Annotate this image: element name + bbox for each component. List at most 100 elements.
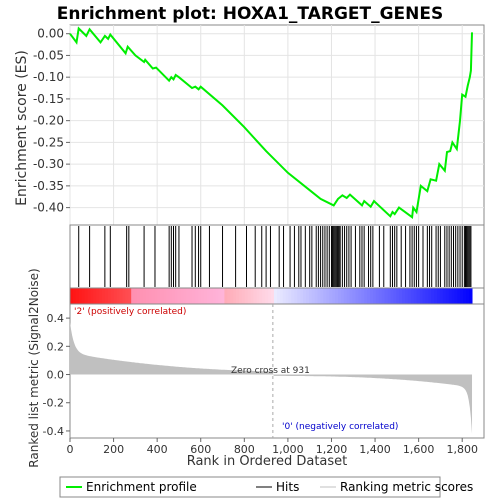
color-bar-segment (370, 288, 374, 304)
metric-y-tick-label: 0.4 (47, 312, 65, 325)
color-bar-segment (355, 288, 359, 304)
color-bar-segment (192, 288, 196, 304)
color-bar-segment (241, 288, 246, 304)
legend-frame (59, 476, 441, 498)
color-bar-segment (343, 288, 348, 304)
color-bar-segment (189, 288, 193, 304)
color-bar-segment (75, 288, 80, 304)
metric-y-tick-label: -0.2 (43, 397, 64, 410)
color-bar-segment (113, 288, 118, 304)
color-bar-segment (364, 288, 368, 304)
ranking-color-bar (70, 288, 473, 304)
color-bar-segment (294, 288, 298, 304)
x-tick-label: 600 (190, 443, 211, 456)
enrichment-profile-line (69, 26, 473, 220)
color-bar-segment (416, 288, 421, 304)
color-bar-segment (186, 288, 190, 304)
es-y-tick-label: -0.15 (33, 92, 64, 106)
color-bar-segment (320, 288, 324, 304)
color-bar-segment (405, 288, 409, 304)
color-bar-segment (367, 288, 371, 304)
color-bar-segment (437, 288, 441, 304)
color-bar-segment (125, 288, 129, 304)
es-y-tick-label: -0.10 (33, 70, 64, 84)
color-bar-segment (90, 288, 94, 304)
color-bar-segment (93, 288, 97, 304)
color-bar-segment (419, 288, 423, 304)
es-y-tick-label: -0.35 (33, 179, 64, 193)
color-bar-segment (221, 288, 225, 304)
color-bar-segment (460, 288, 464, 304)
color-bar-segment (102, 288, 106, 304)
color-bar-segment (96, 288, 100, 304)
color-bar-segment (454, 288, 458, 304)
color-bar-segment (128, 288, 132, 304)
es-y-axis-label: Enrichment score (ES) (14, 50, 30, 206)
rank-x-tick-labels: 0 200 400 600 800 1,000 1,200 1,400 1,600 1,800 (67, 438, 478, 456)
color-bar-segment (244, 288, 249, 304)
color-bar-segment (329, 288, 333, 304)
color-bar-segment (177, 288, 182, 304)
color-bar-segment (285, 288, 289, 304)
color-bar-segment (448, 288, 453, 304)
color-bar-segment (387, 288, 391, 304)
metric-y-axis-label: Ranked list metric (Signal2Noise) (27, 268, 41, 467)
color-bar-segment (271, 288, 275, 304)
color-bar-segment (428, 288, 432, 304)
color-bar-segment (137, 288, 141, 304)
color-bar-segment (279, 288, 284, 304)
color-bar-segment (209, 288, 214, 304)
color-bar-segment (445, 288, 450, 304)
color-bar-segment (335, 288, 339, 304)
color-bar-segment (206, 288, 211, 304)
color-bar-segment (233, 288, 237, 304)
color-bar-segment (250, 288, 255, 304)
color-bar-segment (413, 288, 418, 304)
color-bar-segment (469, 288, 473, 304)
color-bar-segment (169, 288, 173, 304)
x-tick-label: 1,000 (272, 443, 304, 456)
x-tick-label: 1,200 (316, 443, 348, 456)
color-bar-segment (180, 288, 185, 304)
x-tick-label: 1,800 (446, 443, 478, 456)
color-bar-segment (131, 288, 135, 304)
color-bar-segment (317, 288, 322, 304)
color-bar-segment (227, 288, 231, 304)
color-bar-segment (119, 288, 123, 304)
color-bar-segment (311, 288, 316, 304)
es-y-tick-labels: 0.00 -0.05 -0.10 -0.15 -0.20 -0.25 -0.30 -0.35 -… (33, 27, 70, 215)
color-bar-segment (442, 288, 447, 304)
color-bar-segment (349, 288, 354, 304)
color-bar-segment (198, 288, 202, 304)
x-tick-label: 400 (147, 443, 168, 456)
color-bar-segment (110, 288, 115, 304)
color-bar-segment (268, 288, 272, 304)
color-bar-segment (288, 288, 292, 304)
color-bar-segment (215, 288, 220, 304)
color-bar-segment (116, 288, 121, 304)
color-bar-segment (303, 288, 307, 304)
chart-title: Enrichment plot: HOXA1_TARGET_GENES (57, 4, 444, 24)
color-bar-segment (201, 288, 205, 304)
color-bar-segment (396, 288, 400, 304)
color-bar-segment (434, 288, 438, 304)
color-bar-segment (384, 288, 389, 304)
color-bar-segment (104, 288, 109, 304)
color-bar-segment (332, 288, 336, 304)
color-bar-segment (422, 288, 426, 304)
es-y-tick-label: -0.30 (33, 157, 64, 171)
color-bar-segment (195, 288, 199, 304)
color-bar-segment (230, 288, 234, 304)
color-bar-segment (361, 288, 365, 304)
color-bar-segment (236, 288, 240, 304)
color-bar-segment (300, 288, 304, 304)
legend-label: Ranking metric scores (340, 480, 473, 494)
color-bar-segment (166, 288, 170, 304)
color-bar-segment (253, 288, 257, 304)
legend: Enrichment profile Hits Ranking metric sco… (66, 480, 473, 494)
color-bar-segment (439, 288, 444, 304)
color-bar-segment (390, 288, 394, 304)
color-bar-segment (372, 288, 377, 304)
color-bar-segment (238, 288, 243, 304)
color-bar-segment (352, 288, 356, 304)
